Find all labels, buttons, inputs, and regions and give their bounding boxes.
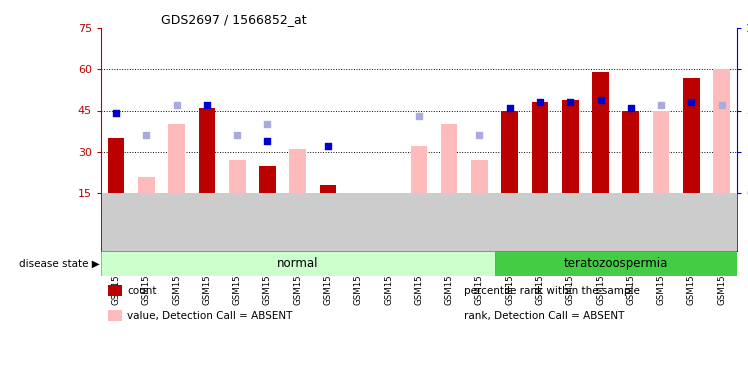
Point: [322, 143, 334, 149]
Bar: [714, 69, 730, 193]
Point: [655, 102, 667, 108]
Bar: [229, 160, 245, 193]
Point: [685, 99, 697, 105]
Point: [171, 102, 183, 108]
Bar: [471, 160, 488, 193]
Point: [473, 132, 485, 138]
FancyBboxPatch shape: [494, 251, 737, 276]
Bar: [138, 177, 155, 193]
Bar: [411, 146, 427, 193]
Bar: [532, 102, 548, 193]
Point: [413, 113, 425, 119]
Text: value, Detection Call = ABSENT: value, Detection Call = ABSENT: [127, 311, 292, 321]
Point: [262, 121, 274, 127]
Point: [716, 102, 728, 108]
Text: count: count: [127, 286, 156, 296]
Bar: [289, 149, 306, 193]
FancyBboxPatch shape: [101, 251, 494, 276]
Bar: [683, 78, 699, 193]
Text: normal: normal: [277, 257, 319, 270]
Bar: [319, 185, 337, 193]
Point: [231, 132, 243, 138]
Point: [595, 96, 607, 103]
Point: [262, 138, 274, 144]
Text: teratozoospermia: teratozoospermia: [563, 257, 668, 270]
Bar: [168, 124, 185, 193]
Bar: [622, 111, 639, 193]
Bar: [592, 72, 609, 193]
Bar: [562, 99, 579, 193]
Text: disease state ▶: disease state ▶: [19, 258, 99, 268]
Point: [625, 105, 637, 111]
Bar: [259, 166, 276, 193]
Bar: [441, 124, 458, 193]
Bar: [108, 138, 124, 193]
Text: GDS2697 / 1566852_at: GDS2697 / 1566852_at: [161, 13, 307, 26]
Text: percentile rank within the sample: percentile rank within the sample: [464, 286, 640, 296]
Point: [564, 99, 576, 105]
Point: [141, 132, 153, 138]
Point: [503, 105, 515, 111]
Bar: [199, 108, 215, 193]
Point: [201, 102, 213, 108]
Bar: [501, 111, 518, 193]
Point: [534, 99, 546, 105]
Bar: [653, 111, 669, 193]
Point: [110, 110, 122, 116]
Text: rank, Detection Call = ABSENT: rank, Detection Call = ABSENT: [464, 311, 624, 321]
